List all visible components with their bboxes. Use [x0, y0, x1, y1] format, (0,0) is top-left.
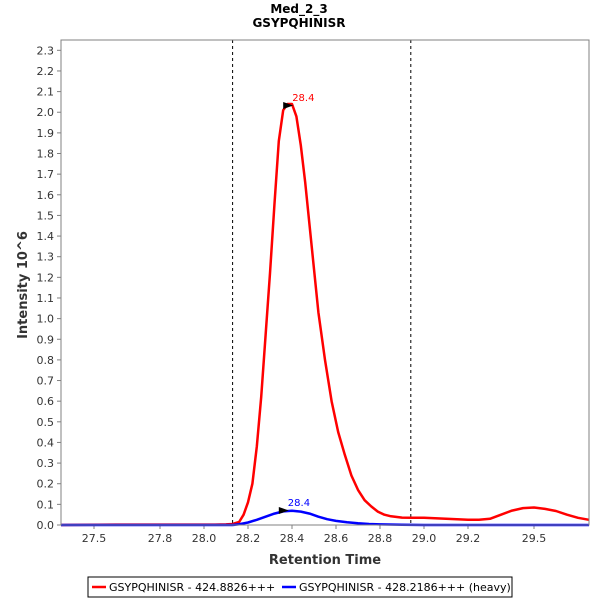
x-tick-label: 28.2: [236, 532, 261, 545]
y-tick-label: 1.4: [37, 230, 55, 243]
y-tick-label: 1.1: [37, 292, 55, 305]
y-tick-label: 1.7: [37, 168, 55, 181]
y-axis-title: Intensity 10^6: [16, 231, 31, 339]
peak-marker: [283, 102, 294, 110]
chart-title: Med_2_3: [270, 2, 327, 17]
y-tick-label: 0.7: [37, 375, 55, 388]
x-tick-label: 28.8: [368, 532, 393, 545]
legend-entry-heavy: GSYPQHINISR - 428.2186+++ (heavy): [299, 581, 511, 594]
x-tick-label: 29.5: [522, 532, 547, 545]
y-tick-label: 1.5: [37, 209, 55, 222]
y-tick-label: 1.8: [37, 148, 55, 161]
x-tick-label: 27.5: [82, 532, 107, 545]
legend-box: [87, 576, 513, 598]
y-tick-label: 1.2: [37, 271, 55, 284]
x-tick-label: 29.2: [456, 532, 481, 545]
x-axis-title: Retention Time: [269, 553, 381, 568]
legend: GSYPQHINISR - 424.8826+++ GSYPQHINISR - …: [87, 576, 513, 598]
x-tick-label: 28.4: [280, 532, 305, 545]
peak-label: 28.4: [288, 498, 310, 509]
peak-marker: [278, 506, 289, 514]
peak-label: 28.4: [292, 93, 314, 104]
y-tick-label: 0.2: [37, 478, 55, 491]
y-tick-label: 1.0: [37, 313, 55, 326]
y-tick-label: 2.0: [37, 106, 55, 119]
legend-entry-light: GSYPQHINISR - 424.8826+++: [109, 581, 275, 594]
y-tick-label: 0.9: [37, 333, 55, 346]
y-tick-label: 1.6: [37, 189, 55, 202]
integration-boundaries: [232, 40, 412, 525]
x-tick-label: 27.8: [148, 532, 173, 545]
y-tick-label: 2.1: [37, 86, 55, 99]
y-tick-label: 1.9: [37, 127, 55, 140]
y-tick-label: 0.1: [37, 498, 55, 511]
y-tick-label: 0.8: [37, 354, 55, 367]
series-line-light: [60, 102, 590, 527]
y-tick-label: 0.5: [37, 416, 55, 429]
chart-subtitle: GSYPQHINISR: [252, 16, 345, 30]
x-tick-label: 28.6: [324, 532, 349, 545]
y-tick-label: 0.6: [37, 395, 55, 408]
x-axis: 27.5 27.8 28.0 28.2 28.4 28.6 28.8 29.0 29.2 29.5: [82, 525, 547, 545]
y-axis: 0.0 0.1 0.2 0.3 0.4 0.5 0.6 0.7 0.8 0.9 1.0 1.1 1.2 1…: [37, 44, 61, 532]
y-tick-label: 0.0: [37, 519, 55, 532]
y-tick-label: 0.3: [37, 457, 55, 470]
y-tick-label: 2.2: [37, 65, 55, 78]
plot-frame: [60, 39, 590, 526]
x-tick-label: 29.0: [412, 532, 437, 545]
y-tick-label: 1.3: [37, 251, 55, 264]
peak-annotations: 28.4 28.4: [278, 93, 314, 514]
y-tick-label: 0.4: [37, 436, 55, 449]
x-tick-label: 28.0: [192, 532, 217, 545]
y-tick-label: 2.3: [37, 44, 55, 57]
